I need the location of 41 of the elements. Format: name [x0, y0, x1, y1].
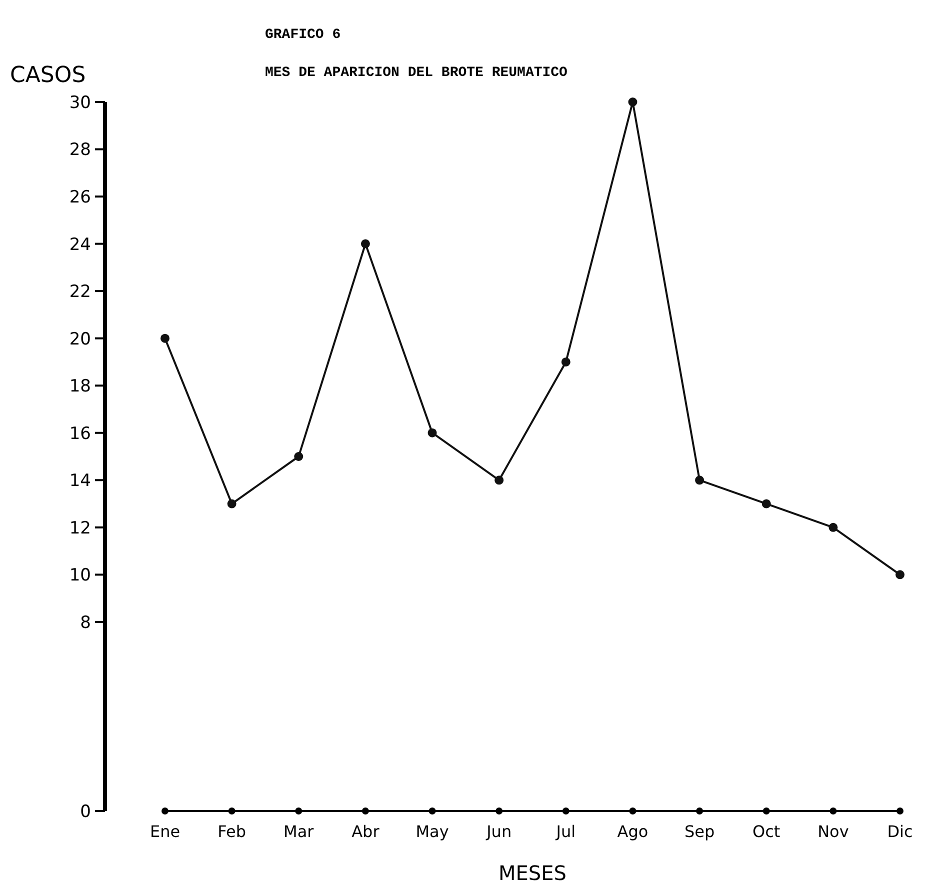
y-tick-label: 12 — [69, 518, 91, 538]
point — [360, 239, 370, 248]
y-axis-title: CASOS — [10, 63, 86, 88]
y-tick-label: 28 — [69, 140, 91, 160]
x-tick-label: Oct — [752, 822, 780, 841]
point — [828, 522, 838, 532]
x-tick-label: Feb — [218, 822, 246, 841]
x-tick-label: Sep — [684, 822, 715, 841]
x-tick-label: Jul — [555, 822, 576, 841]
x-tick-label: May — [416, 822, 449, 841]
x-tick-label: Ene — [150, 822, 180, 841]
y-tick-label: 10 — [69, 566, 91, 586]
y-tick-label: 8 — [80, 612, 91, 633]
y-tick-label: 14 — [69, 471, 91, 492]
point — [628, 98, 638, 106]
y-tick-label: 30 — [69, 92, 91, 113]
y-tick-label: 22 — [69, 282, 91, 302]
chart-title: GRAFICO 6 — [265, 27, 341, 43]
point — [294, 452, 304, 461]
x-tick-label: Abr — [352, 822, 380, 841]
point — [561, 357, 570, 366]
x-tick-label: Jun — [486, 822, 512, 841]
point — [896, 570, 904, 580]
point — [695, 476, 704, 485]
x-tick-label: Dic — [887, 822, 913, 841]
x-tick-label: Mar — [284, 822, 314, 841]
y-tick-label: 20 — [69, 329, 91, 350]
y-tick-label: 24 — [69, 234, 91, 255]
point — [494, 476, 504, 485]
y-tick-label: 18 — [69, 376, 91, 397]
point — [160, 334, 170, 343]
y-tick-label: 0 — [80, 802, 91, 822]
point — [428, 428, 437, 438]
point — [762, 499, 771, 508]
x-tick-label: Nov — [818, 822, 849, 841]
x-axis-title: MESES — [498, 861, 566, 885]
y-tick-label: 26 — [69, 187, 91, 208]
point — [227, 499, 236, 508]
x-tick-label: Ago — [617, 822, 648, 841]
y-tick-label: 16 — [69, 424, 91, 444]
chart-subtitle: MES DE APARICION DEL BROTE REUMATICO — [265, 65, 568, 81]
